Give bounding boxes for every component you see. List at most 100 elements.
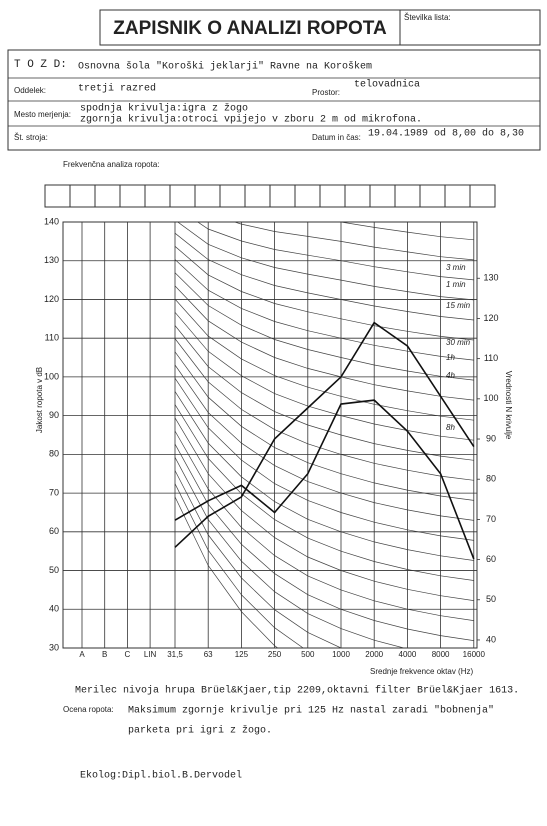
- analysis-box: [394, 184, 421, 208]
- x-tick-label: 2000: [365, 650, 383, 659]
- analysis-box: [369, 184, 396, 208]
- analysis-box: [219, 184, 246, 208]
- data-line: [174, 399, 475, 560]
- analysis-box: [444, 184, 471, 208]
- n-curve: [174, 417, 474, 601]
- n-curve: [174, 246, 474, 341]
- y-axis-title: Jakost ropota v dB: [35, 367, 44, 433]
- analysis-box: [119, 184, 146, 208]
- header-box: [7, 49, 541, 151]
- x-tick-label: 250: [268, 650, 282, 659]
- y-tick-label: 120: [44, 294, 59, 304]
- annotation: 1 min: [446, 280, 466, 289]
- n-curve: [174, 404, 474, 581]
- x-tick-label: 500: [301, 650, 315, 659]
- y-tick-label: 60: [49, 526, 59, 536]
- y2-tick-label: 100: [483, 393, 498, 403]
- n-curve: [174, 272, 474, 381]
- n-curve: [174, 457, 406, 648]
- y2-tick-label: 110: [484, 353, 498, 363]
- y-tick-label: 40: [49, 604, 59, 614]
- x-tick-label: A: [79, 650, 85, 659]
- annotation: 4h: [446, 371, 455, 380]
- plot-frame: [62, 221, 478, 649]
- n-curve: [338, 222, 474, 241]
- n-curve: [174, 312, 474, 441]
- n-curve: [174, 351, 474, 501]
- n-curve: [174, 232, 474, 321]
- annotation: 1h: [446, 353, 455, 362]
- analysis-box: [169, 184, 196, 208]
- y-tick-label: 30: [49, 642, 59, 652]
- x-tick-label: 31,5: [167, 650, 183, 659]
- analysis-box: [344, 184, 371, 208]
- y-tick-label: 90: [49, 410, 59, 420]
- n-curve: [174, 338, 474, 481]
- machine-label: Št. stroja:: [14, 133, 48, 142]
- x-tick-label: 8000: [432, 650, 450, 659]
- department: tretji razred: [78, 83, 156, 95]
- analysis-box: [319, 184, 346, 208]
- annotation: 15 min: [446, 301, 471, 310]
- instrument: Merilec nivoja hrupa Brüel&Kjaer,tip 220…: [75, 685, 519, 697]
- n-curve: [197, 222, 474, 281]
- analysis-box: [94, 184, 121, 208]
- y2-tick-label: 120: [483, 313, 498, 323]
- n-curve: [174, 391, 474, 561]
- room-label: Prostor:: [312, 88, 340, 97]
- analysis-label: Frekvenčna analiza ropota:: [63, 160, 160, 169]
- department-label: Oddelek:: [14, 86, 46, 95]
- annotation: 30 min: [446, 338, 471, 347]
- x-tick-label: 63: [204, 650, 213, 659]
- n-curve: [174, 496, 279, 648]
- y2-tick-label: 130: [483, 273, 498, 283]
- y-tick-label: 140: [44, 216, 59, 226]
- location: spodnja krivulja:igra z žogo: [80, 103, 248, 115]
- tozd: Osnovna šola "Koroški jeklarji" Ravne na…: [78, 61, 372, 73]
- y-tick-label: 100: [44, 371, 59, 381]
- annotation: 8h: [446, 423, 455, 432]
- n-curve: [174, 378, 474, 541]
- n-curve: [174, 443, 474, 641]
- room: telovadnica: [354, 79, 420, 91]
- x-tick-label: 16000: [463, 650, 486, 659]
- y2-tick-label: 80: [486, 474, 496, 484]
- tozd-label: T O Z D:: [14, 59, 67, 71]
- y-tick-label: 80: [49, 449, 59, 459]
- x-tick-label: B: [102, 650, 107, 659]
- n-curve: [174, 470, 343, 648]
- y-tick-label: 130: [44, 255, 59, 265]
- n-curve: [177, 222, 474, 301]
- data-line: [174, 321, 475, 548]
- n-curves: [174, 222, 474, 648]
- analysis-box: [69, 184, 96, 208]
- n-curve: [174, 483, 304, 648]
- n-curve: [174, 430, 474, 621]
- sheet-box: [399, 9, 541, 46]
- y-tick-label: 50: [49, 565, 59, 575]
- y2-tick-label: 90: [486, 433, 496, 443]
- annotation: 3 min: [446, 263, 466, 272]
- x-tick-label: C: [125, 650, 131, 659]
- y2-tick-label: 50: [486, 594, 496, 604]
- analysis-box: [419, 184, 446, 208]
- analysis-box: [294, 184, 321, 208]
- y-tick-label: 70: [49, 487, 59, 497]
- analysis-box: [244, 184, 271, 208]
- sheet-label: Številka lista:: [404, 13, 451, 22]
- location-label: Mesto merjenja:: [14, 110, 71, 119]
- assessment-label: Ocena ropota:: [63, 705, 114, 714]
- analysis-boxes: [44, 184, 496, 208]
- n-curve: [174, 285, 474, 401]
- analysis-box: [144, 184, 171, 208]
- form-title: ZAPISNIK O ANALIZI ROPOTA: [113, 18, 387, 39]
- y2-tick-label: 70: [486, 514, 496, 524]
- analysis-box: [44, 184, 71, 208]
- y-tick-label: 110: [45, 333, 59, 343]
- datetime: 19.04.1989 od 8,00 do 8,30: [368, 128, 524, 140]
- analysis-box: [469, 184, 496, 208]
- datetime-label: Datum in čas:: [312, 133, 361, 142]
- y2-axis-title: Vrednosti N krivulje: [504, 371, 513, 440]
- x-tick-label: 125: [235, 650, 249, 659]
